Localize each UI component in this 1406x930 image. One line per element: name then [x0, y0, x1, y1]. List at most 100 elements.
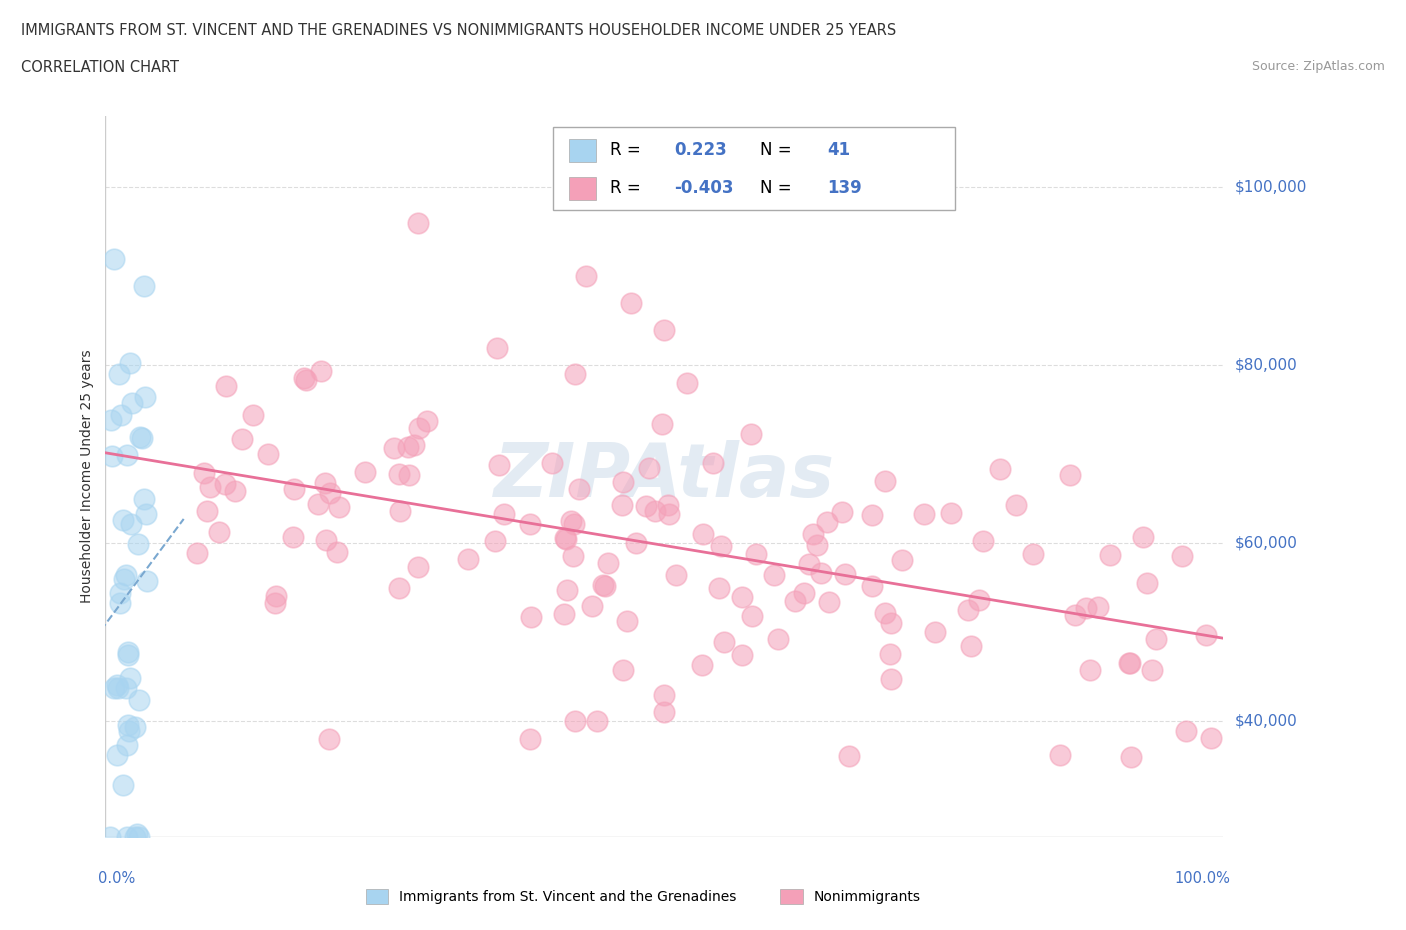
Point [117, 645, 139, 660]
Point [134, 278, 156, 293]
Point [612, 663, 634, 678]
Point [1136, 576, 1159, 591]
Point [651, 417, 673, 432]
Point [740, 427, 762, 442]
Point [198, 480, 221, 495]
Point [1140, 662, 1163, 677]
Point [702, 455, 724, 470]
Point [314, 475, 336, 490]
Text: $80,000: $80,000 [1234, 358, 1298, 373]
Point [112, 512, 135, 527]
Point [793, 586, 815, 601]
Point [879, 646, 901, 661]
Point [231, 432, 253, 446]
Point [810, 565, 832, 580]
Point [731, 589, 754, 604]
Point [912, 507, 935, 522]
Point [117, 717, 139, 732]
Point [112, 571, 135, 586]
Text: R =: R = [610, 179, 645, 197]
Point [731, 647, 754, 662]
Point [110, 408, 132, 423]
Text: R =: R = [610, 141, 645, 159]
Bar [569, 139, 596, 162]
Point [224, 484, 246, 498]
Point [519, 732, 541, 747]
Point [256, 446, 278, 461]
Point [416, 414, 439, 429]
Point [713, 635, 735, 650]
Point [193, 466, 215, 481]
Text: N =: N = [761, 141, 797, 159]
Point [129, 430, 152, 445]
Point [128, 830, 150, 844]
Point [283, 482, 305, 497]
Point [318, 732, 340, 747]
Point [1118, 656, 1140, 671]
Point [131, 431, 153, 445]
Point [675, 376, 697, 391]
Point [616, 613, 638, 628]
Point [636, 498, 658, 513]
Point [596, 555, 619, 570]
Point [560, 513, 582, 528]
Point [328, 499, 350, 514]
Point [554, 531, 576, 546]
Point [115, 568, 138, 583]
Point [745, 547, 768, 562]
Text: 0.223: 0.223 [675, 141, 727, 159]
Point [762, 567, 785, 582]
Text: Immigrants from St. Vincent and the Grenadines: Immigrants from St. Vincent and the Gren… [399, 889, 737, 904]
Point [388, 504, 411, 519]
Point [519, 610, 541, 625]
Point [1199, 730, 1222, 745]
Point [555, 532, 578, 547]
Point [457, 551, 479, 566]
Point [1049, 748, 1071, 763]
Point [134, 492, 156, 507]
Point [1074, 600, 1097, 615]
Point [118, 724, 141, 739]
Text: Nonimmigrants: Nonimmigrants [814, 889, 921, 904]
Point [135, 507, 157, 522]
Point [620, 296, 643, 311]
Point [485, 340, 508, 355]
Point [295, 372, 318, 387]
Point [115, 738, 138, 753]
Point [100, 448, 122, 463]
Point [292, 370, 315, 385]
Text: ZIPAtlas: ZIPAtlas [494, 440, 835, 513]
Point [315, 533, 337, 548]
Point [652, 705, 676, 720]
Text: -0.403: -0.403 [675, 179, 734, 197]
Point [124, 830, 146, 844]
Point [1059, 468, 1081, 483]
Point [103, 251, 125, 266]
Point [120, 671, 142, 685]
Point [1195, 628, 1218, 643]
Point [972, 534, 994, 549]
Point [665, 567, 688, 582]
Point [1171, 549, 1194, 564]
Point [564, 366, 586, 381]
Point [988, 461, 1011, 476]
Point [1022, 546, 1045, 561]
Point [1080, 662, 1102, 677]
Point [834, 567, 856, 582]
Point [307, 497, 329, 512]
Point [382, 441, 405, 456]
Point [115, 447, 138, 462]
Point [652, 687, 676, 702]
Point [568, 482, 591, 497]
Point [519, 516, 541, 531]
Point [105, 677, 128, 692]
Point [626, 535, 648, 550]
Point [692, 527, 714, 542]
Point [484, 533, 506, 548]
Point [263, 595, 285, 610]
Point [214, 477, 236, 492]
Point [1132, 530, 1154, 545]
Text: 139: 139 [828, 179, 862, 197]
Point [264, 589, 287, 604]
Point [553, 607, 575, 622]
